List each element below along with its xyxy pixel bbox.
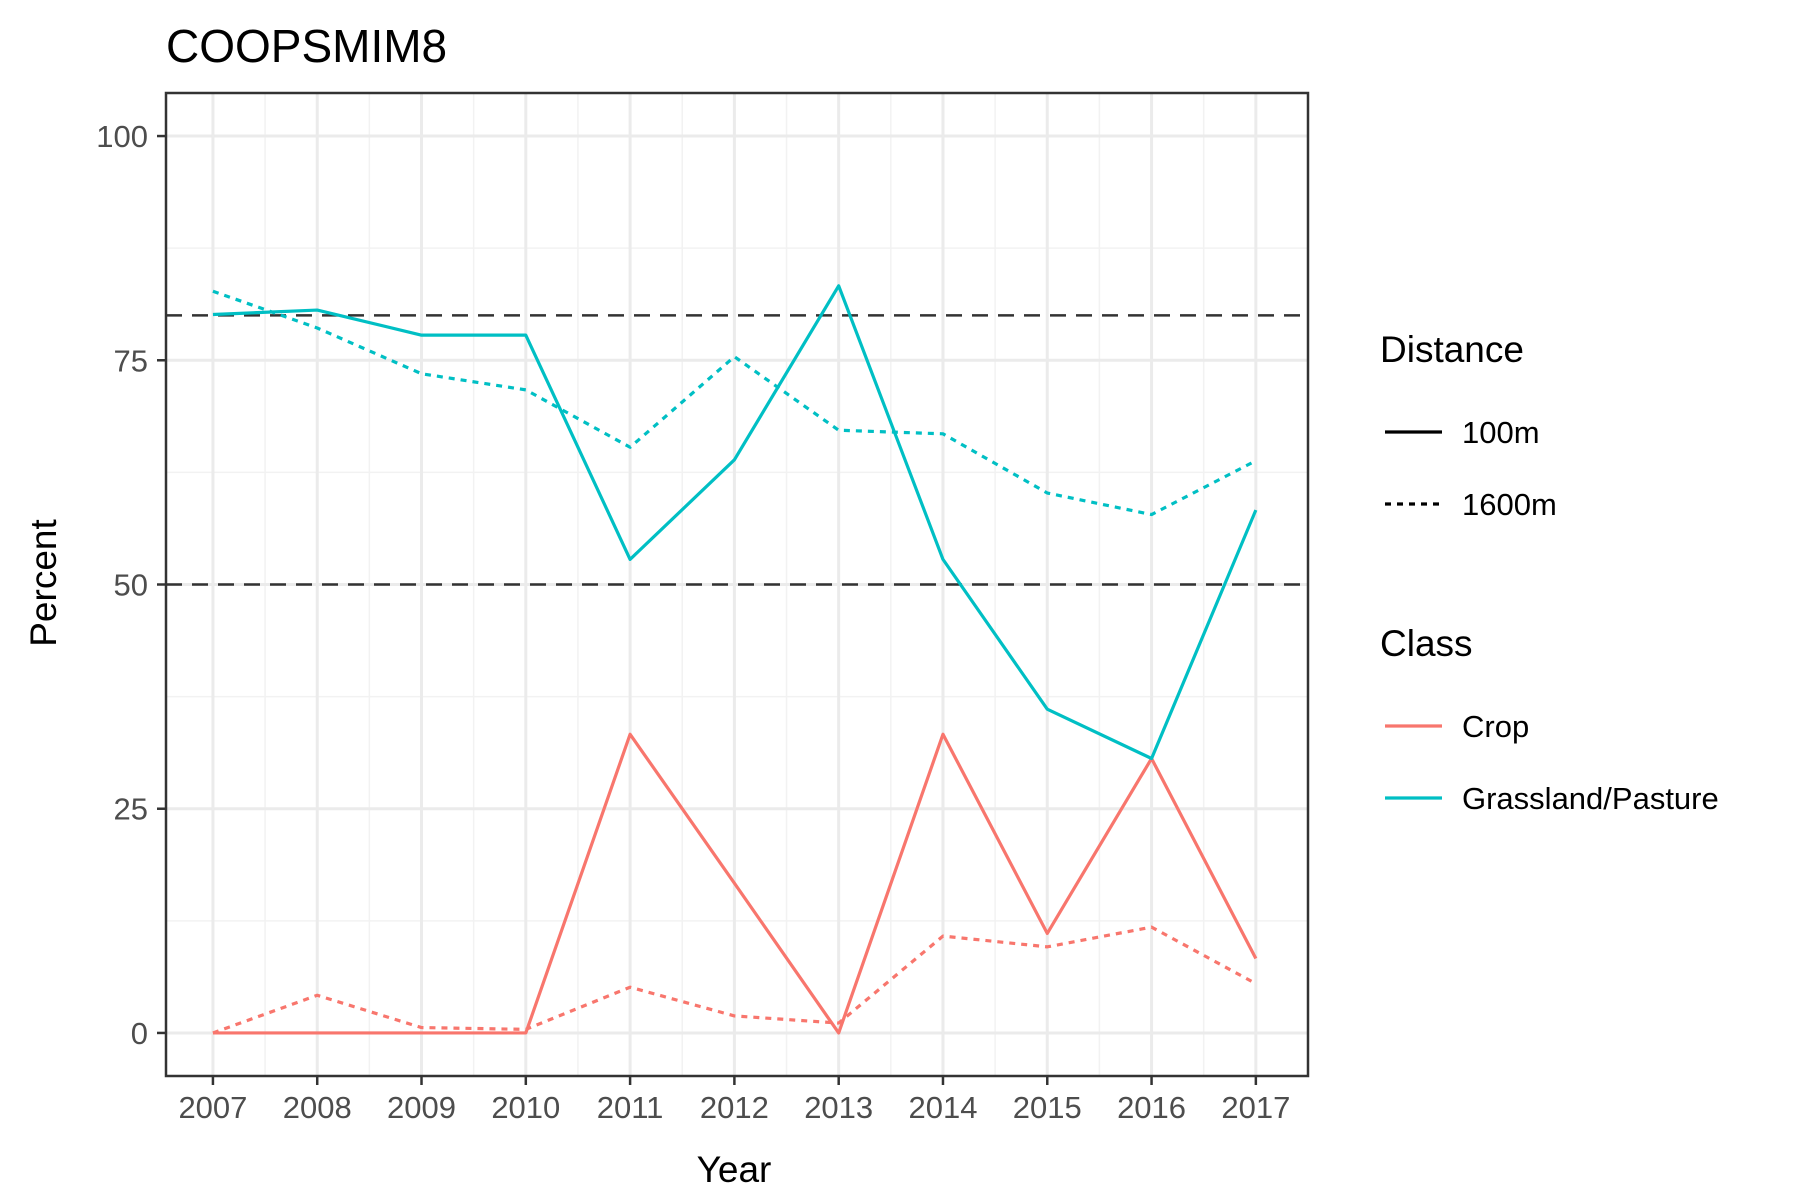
chart-title: COOPSMIM8 bbox=[166, 20, 447, 72]
y-tick-label: 25 bbox=[114, 792, 148, 827]
legend-label: Grassland/Pasture bbox=[1462, 781, 1719, 816]
x-tick-label: 2014 bbox=[908, 1090, 977, 1125]
legend-label: 1600m bbox=[1462, 487, 1557, 522]
y-tick-label: 50 bbox=[114, 568, 148, 603]
x-axis: 2007 2008 2009 2010 2011 2012 2013 2014 2015 2016… bbox=[178, 1076, 1290, 1125]
legend-label: Crop bbox=[1462, 709, 1529, 744]
series-line-3 bbox=[212, 289, 1257, 517]
legend: Distance 100m 1600m Class Crop Grassland/Past… bbox=[1380, 329, 1719, 816]
x-tick-label: 2010 bbox=[491, 1090, 560, 1125]
legend-title: Distance bbox=[1380, 329, 1524, 370]
y-tick-label: 0 bbox=[131, 1016, 148, 1051]
x-tick-label: 2007 bbox=[178, 1090, 247, 1125]
x-tick-label: 2012 bbox=[700, 1090, 769, 1125]
plot-area bbox=[164, 91, 1310, 1078]
x-tick-label: 2008 bbox=[283, 1090, 352, 1125]
x-tick-label: 2009 bbox=[387, 1090, 456, 1125]
x-tick-label: 2016 bbox=[1117, 1090, 1186, 1125]
y-tick-label: 75 bbox=[114, 343, 148, 378]
x-axis-title: Year bbox=[697, 1149, 772, 1190]
y-axis-title: Percent bbox=[23, 519, 64, 647]
series-line-1 bbox=[212, 925, 1257, 1035]
series-line-0 bbox=[212, 732, 1258, 1035]
x-tick-label: 2013 bbox=[804, 1090, 873, 1125]
x-tick-label: 2015 bbox=[1013, 1090, 1082, 1125]
legend-title: Class bbox=[1380, 623, 1473, 664]
x-tick-label: 2017 bbox=[1221, 1090, 1290, 1125]
y-tick-label: 100 bbox=[96, 119, 148, 154]
series-line-2 bbox=[212, 284, 1258, 761]
x-tick-label: 2011 bbox=[597, 1090, 664, 1125]
y-axis: 0 25 50 75 100 bbox=[96, 119, 166, 1051]
legend-label: 100m bbox=[1462, 415, 1540, 450]
